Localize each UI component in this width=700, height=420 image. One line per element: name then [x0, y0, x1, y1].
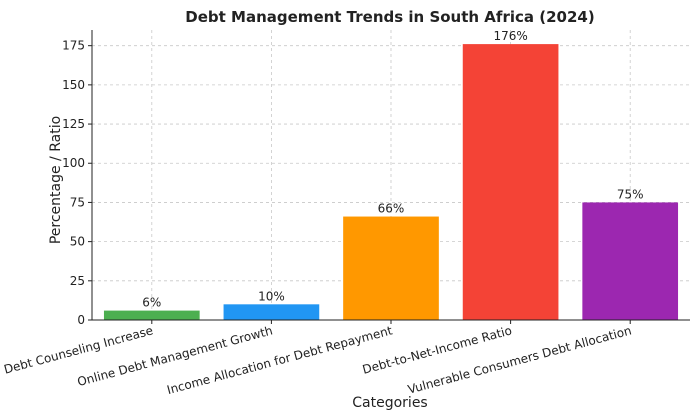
bar — [223, 304, 320, 320]
bar-value-label: 176% — [493, 29, 527, 43]
y-tick-label: 75 — [70, 195, 85, 209]
y-tick-label: 0 — [77, 313, 85, 327]
y-tick-label: 125 — [62, 117, 85, 131]
y-tick-label: 100 — [62, 156, 85, 170]
bar-value-label: 6% — [142, 296, 161, 310]
bar — [462, 44, 559, 321]
bar-value-label: 66% — [378, 202, 405, 216]
x-tick-label: Online Debt Management Growth — [76, 323, 274, 389]
bar-value-label: 10% — [258, 289, 285, 303]
bar — [343, 216, 439, 320]
x-axis-label: Categories — [352, 395, 427, 411]
x-tick-label: Vulnerable Consumers Debt Allocation — [406, 323, 633, 396]
y-tick-label: 25 — [70, 274, 85, 288]
bars — [103, 44, 679, 321]
bar — [103, 310, 200, 320]
y-tick-label: 50 — [70, 235, 85, 249]
x-tick-label: Income Allocation for Debt Repayment — [165, 323, 394, 397]
y-tick-label: 175 — [62, 39, 85, 53]
bar — [582, 202, 679, 320]
chart-title: Debt Management Trends in South Africa (… — [185, 8, 594, 26]
bar-value-label: 75% — [617, 187, 644, 201]
y-tick-label: 150 — [62, 78, 85, 92]
y-axis-label: Percentage / Ratio — [48, 116, 64, 244]
